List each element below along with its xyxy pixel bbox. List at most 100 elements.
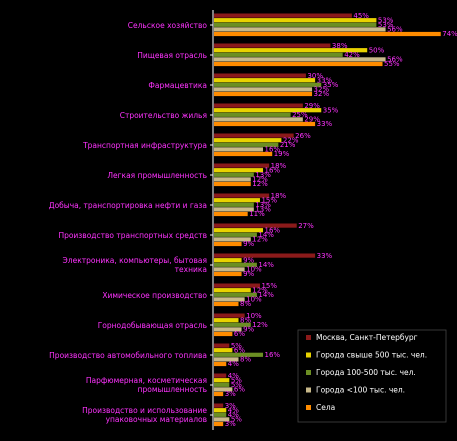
value-label-9-2: 14% <box>258 291 274 299</box>
value-label-0-3: 56% <box>387 26 403 34</box>
bar-3-1 <box>214 108 322 113</box>
bar-6-2 <box>214 202 254 207</box>
value-label-12-1: 5% <box>231 376 242 384</box>
value-label-12-0: 4% <box>228 372 239 380</box>
bar-2-0 <box>214 73 306 78</box>
bar-13-2 <box>214 412 227 417</box>
bar-1-0 <box>214 43 331 48</box>
value-label-1-4: 55% <box>384 60 400 68</box>
bar-8-1 <box>214 258 242 263</box>
value-label-5-0: 18% <box>271 162 287 170</box>
bar-0-1 <box>214 18 377 23</box>
bar-12-4 <box>214 391 224 397</box>
legend-label-0: Москва, Санкт-Петербург <box>316 333 418 342</box>
legend-label-3: Города <100 тыс. чел. <box>316 386 405 395</box>
value-label-9-1: 12% <box>252 286 268 294</box>
category-label-8: Электроника, компьютеры, бытовая техника <box>63 256 207 274</box>
value-label-7-0: 27% <box>298 222 314 230</box>
legend-swatch-2 <box>306 370 311 375</box>
bar-11-3 <box>214 357 239 362</box>
value-label-3-4: 33% <box>317 120 333 128</box>
bar-0-0 <box>214 13 352 18</box>
bar-6-1 <box>214 198 260 203</box>
bar-5-1 <box>214 168 264 173</box>
bar-2-3 <box>214 87 313 92</box>
value-label-8-2: 14% <box>258 261 274 269</box>
value-label-0-1: 53% <box>378 16 394 24</box>
bar-7-2 <box>214 232 257 237</box>
bar-13-4 <box>214 421 224 427</box>
category-label-13-line-0: Производство и использование <box>82 406 207 415</box>
bar-4-2 <box>214 142 279 147</box>
bar-4-4 <box>214 151 273 157</box>
value-label-5-4: 12% <box>252 180 268 188</box>
bar-12-3 <box>214 387 233 392</box>
value-label-4-2: 21% <box>280 141 296 149</box>
bar-0-4 <box>214 31 441 37</box>
bar-1-1 <box>214 48 368 53</box>
value-label-9-4: 8% <box>240 300 251 308</box>
value-label-2-4: 32% <box>314 90 330 98</box>
value-label-11-2: 16% <box>265 351 281 359</box>
legend-swatch-3 <box>306 387 311 393</box>
bar-1-4 <box>214 61 383 67</box>
value-label-2-0: 30% <box>307 72 323 80</box>
value-label-3-0: 29% <box>304 102 320 110</box>
bar-12-2 <box>214 382 230 387</box>
value-label-7-1: 16% <box>265 226 281 234</box>
bar-8-4 <box>214 271 242 277</box>
category-label-1: Пищевая отрасль <box>137 51 207 60</box>
value-label-1-0: 38% <box>332 42 348 50</box>
category-label-7: Производство транспортных средств <box>58 231 207 240</box>
bar-10-1 <box>214 318 239 323</box>
bar-11-1 <box>214 348 233 353</box>
category-label-3: Строительство жилья <box>120 111 207 120</box>
category-label-11: Производство автомобильного топлива <box>49 351 207 360</box>
bar-7-3 <box>214 237 251 242</box>
bar-7-1 <box>214 228 264 233</box>
legend-swatch-1 <box>306 352 311 358</box>
category-label-10: Горнодобывающая отрасль <box>98 321 207 330</box>
value-label-2-2: 35% <box>323 81 339 89</box>
bar-13-3 <box>214 417 230 422</box>
value-label-10-4: 6% <box>234 330 245 338</box>
bar-6-4 <box>214 211 248 217</box>
value-label-7-4: 9% <box>243 240 254 248</box>
value-label-8-3: 10% <box>246 266 262 274</box>
bar-5-0 <box>214 163 270 168</box>
bar-10-0 <box>214 313 245 318</box>
bar-4-1 <box>214 138 282 143</box>
category-label-6: Добыча, транспортировка нефти и газа <box>49 201 207 210</box>
legend-label-4: Села <box>316 403 335 412</box>
category-label-13: Производство и использование упаковочных … <box>82 406 207 424</box>
value-label-1-2: 42% <box>344 51 360 59</box>
value-label-0-0: 45% <box>353 12 369 20</box>
category-label-8-line-1: техника <box>175 265 207 274</box>
value-label-4-4: 19% <box>274 150 290 158</box>
bar-0-3 <box>214 27 386 32</box>
bar-2-4 <box>214 91 313 97</box>
bar-11-0 <box>214 343 230 348</box>
category-label-2: Фармацевтика <box>148 81 207 90</box>
bar-7-0 <box>214 223 297 228</box>
bar-10-4 <box>214 331 233 337</box>
bar-4-0 <box>214 133 294 138</box>
value-label-11-3: 8% <box>240 356 251 364</box>
bar-5-4 <box>214 181 251 187</box>
value-label-12-2: 5% <box>231 381 242 389</box>
bar-9-1 <box>214 288 251 293</box>
bar-9-3 <box>214 297 245 302</box>
bar-8-2 <box>214 262 257 267</box>
value-label-11-1: 6% <box>234 346 245 354</box>
bar-13-1 <box>214 408 227 413</box>
category-label-4: Транспортная инфраструктура <box>82 141 207 150</box>
value-label-3-1: 35% <box>323 106 339 114</box>
value-label-11-4: 4% <box>228 360 239 368</box>
value-label-1-3: 56% <box>387 56 403 64</box>
value-label-6-3: 13% <box>255 206 271 214</box>
value-label-7-3: 12% <box>252 236 268 244</box>
category-label-13-line-1: упаковочных материалов <box>106 415 207 424</box>
category-label-0: Сельское хозяйство <box>128 21 208 30</box>
